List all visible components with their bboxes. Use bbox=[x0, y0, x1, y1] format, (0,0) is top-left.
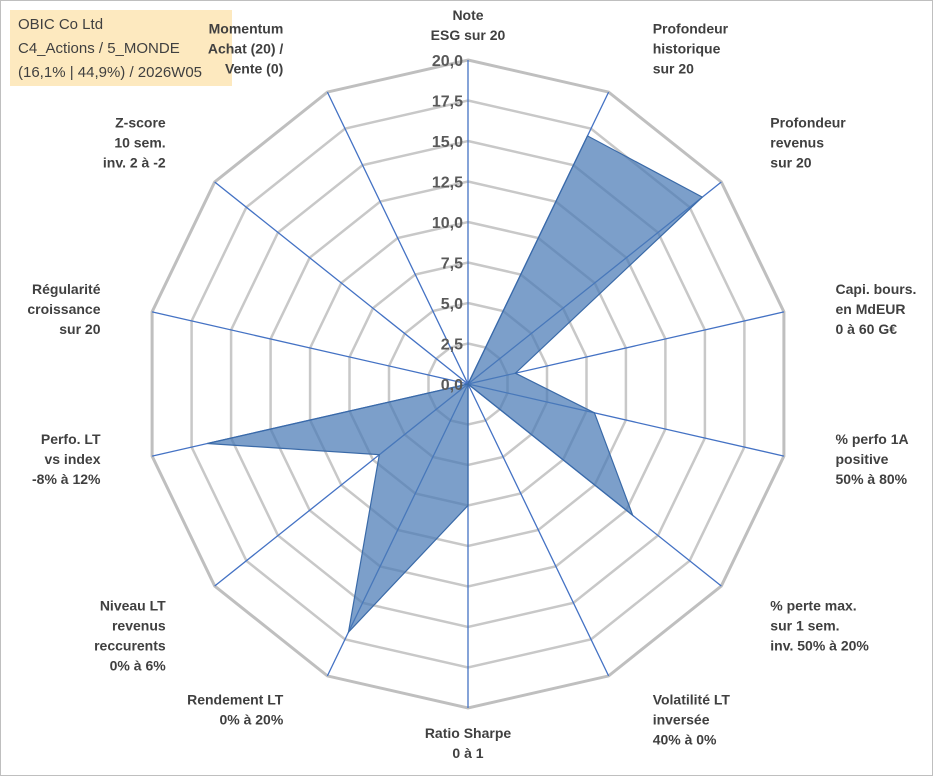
axis-label: Volatilité LT inversée 40% à 0% bbox=[653, 692, 731, 748]
axis-spoke bbox=[467, 383, 610, 677]
series-layer bbox=[207, 135, 704, 634]
axis-spoke bbox=[467, 311, 785, 385]
axis-label: Z-score 10 sem. inv. 2 à -2 bbox=[103, 114, 166, 170]
axis-label: Profondeur historique sur 20 bbox=[653, 21, 729, 77]
label-layer: Note ESG sur 20 Profondeur historique sur 20… bbox=[27, 7, 916, 761]
tick-layer: 0,0 2,5 5,0 7,5 10,0 12,5 15,0 17,5 20,0 bbox=[432, 53, 463, 394]
axis-label: Note ESG sur 20 bbox=[431, 7, 506, 43]
tick-label: 0,0 bbox=[441, 377, 463, 394]
portfolio-path: C4_Actions / 5_MONDE bbox=[18, 40, 180, 57]
axis-label: Momentum Achat (20) / Vente (0) bbox=[208, 21, 284, 77]
axis-label: Niveau LT revenus reccurents 0% à 6% bbox=[94, 598, 166, 674]
tick-label: 2,5 bbox=[441, 337, 463, 354]
tick-label: 12,5 bbox=[432, 175, 463, 192]
tick-label: 7,5 bbox=[441, 256, 463, 273]
axis-label: Perfo. LT vs index -8% à 12% bbox=[32, 431, 101, 487]
axis-label: Profondeur revenus sur 20 bbox=[770, 114, 846, 170]
axis-spoke bbox=[326, 91, 469, 385]
axis-label: % perte max. sur 1 sem. inv. 50% à 20% bbox=[770, 598, 869, 654]
axis-label: Capi. bours. en MdEUR 0 à 60 G€ bbox=[836, 281, 917, 337]
portfolio-stats: (16,1% | 44,9%) / 2026W05 bbox=[18, 64, 202, 81]
axis-label: Rendement LT 0% à 20% bbox=[187, 692, 284, 728]
tick-label: 17,5 bbox=[432, 94, 463, 111]
axis-label: Ratio Sharpe 0 à 1 bbox=[425, 725, 512, 761]
company-name: OBIC Co Ltd bbox=[18, 16, 104, 33]
axis-label: Régularité croissance sur 20 bbox=[27, 281, 100, 337]
axis-spoke bbox=[151, 311, 469, 385]
tick-label: 15,0 bbox=[432, 134, 463, 151]
fund-info-box: OBIC Co Ltd C4_Actions / 5_MONDE (16,1% … bbox=[10, 10, 232, 86]
series-area bbox=[207, 135, 704, 634]
axis-spoke bbox=[214, 181, 469, 385]
tick-label: 5,0 bbox=[441, 296, 463, 313]
tick-label: 10,0 bbox=[432, 215, 463, 232]
axis-label: % perfo 1A positive 50% à 80% bbox=[836, 431, 909, 487]
tick-label: 20,0 bbox=[432, 53, 463, 70]
